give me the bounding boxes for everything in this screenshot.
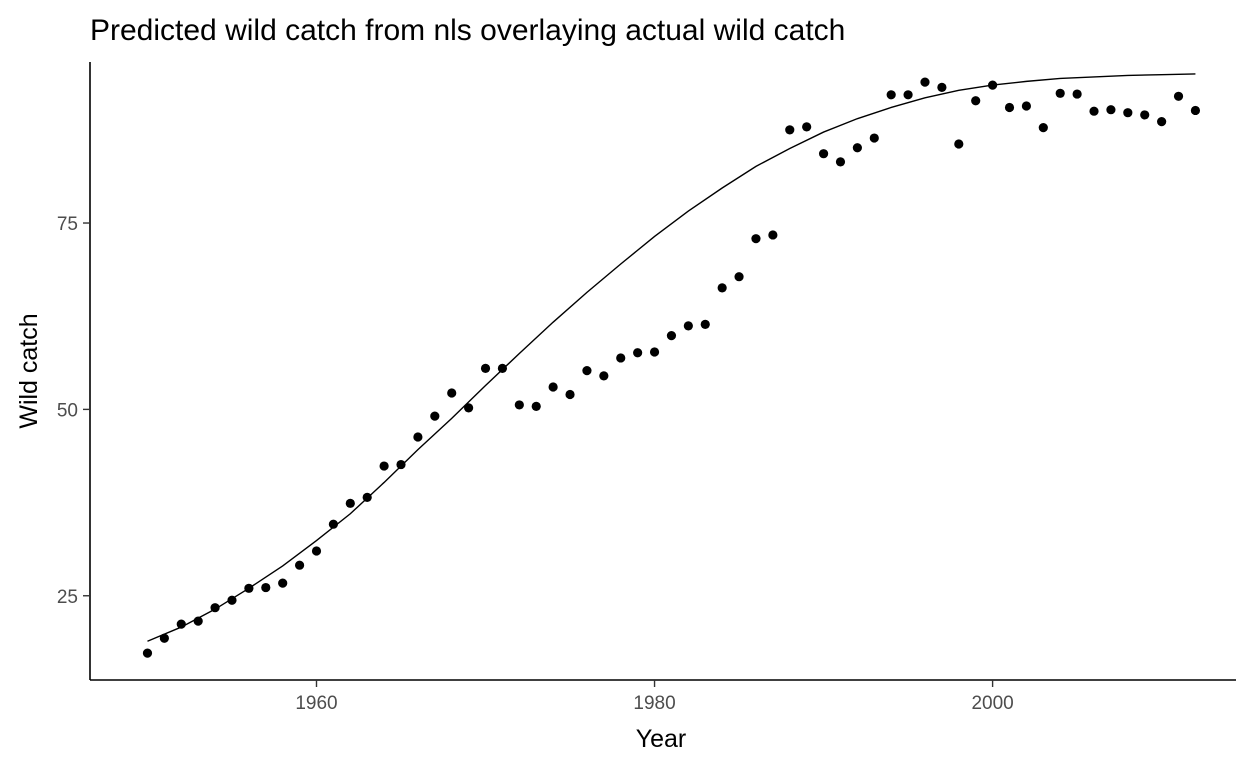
y-tick-label: 50 (57, 400, 78, 421)
data-point (633, 348, 643, 358)
y-ticks: 25 50 75 (57, 214, 90, 608)
x-ticks: 1960 1980 2000 (295, 680, 1014, 714)
data-point (464, 403, 474, 413)
data-point (1038, 123, 1048, 133)
data-point (582, 366, 592, 376)
chart-title: Predicted wild catch from nls overlaying… (90, 14, 845, 47)
data-point (1140, 110, 1150, 120)
data-point (886, 90, 896, 100)
data-point (1004, 102, 1015, 113)
data-point (278, 578, 288, 588)
data-point (345, 498, 355, 508)
data-point (413, 432, 423, 442)
x-tick-label: 1960 (295, 693, 337, 714)
data-point (261, 582, 271, 593)
data-point (1021, 101, 1032, 111)
data-point (430, 411, 440, 421)
data-point (869, 133, 879, 143)
data-point (379, 461, 389, 471)
data-point (227, 595, 237, 605)
data-point (666, 330, 677, 341)
data-point (159, 633, 169, 643)
data-point (751, 234, 761, 244)
y-axis-title: Wild catch (15, 313, 43, 428)
data-point (937, 82, 947, 92)
data-point (531, 401, 541, 412)
data-point (988, 80, 998, 90)
observed-points (142, 77, 1201, 658)
data-point (920, 77, 930, 87)
data-point (294, 560, 305, 570)
data-point (734, 272, 744, 282)
data-point (396, 459, 406, 470)
data-point (1089, 106, 1099, 116)
predicted-line (147, 73, 1196, 642)
data-point (1055, 88, 1065, 98)
data-point (1123, 108, 1133, 118)
y-tick-label: 75 (57, 214, 78, 235)
data-point (1072, 89, 1082, 99)
data-point (852, 143, 862, 153)
data-point (480, 363, 491, 373)
data-point (176, 619, 186, 629)
data-point (802, 122, 812, 132)
data-point (903, 90, 913, 100)
x-tick-label: 2000 (971, 693, 1013, 714)
data-point (244, 583, 254, 593)
data-point (785, 125, 795, 135)
data-point (328, 519, 338, 529)
data-point (954, 139, 964, 149)
data-point (768, 230, 778, 240)
data-point (362, 492, 372, 502)
data-point (514, 400, 524, 410)
data-point (835, 157, 846, 167)
x-axis-title: Year (636, 725, 687, 753)
data-point (818, 149, 829, 159)
y-tick-label: 25 (57, 587, 78, 608)
data-point (616, 353, 626, 363)
data-point (1157, 117, 1167, 127)
data-point (1106, 105, 1116, 115)
data-point (311, 546, 322, 556)
data-point (599, 371, 609, 381)
data-point (1173, 91, 1184, 101)
data-point (971, 96, 981, 106)
x-tick-label: 1980 (633, 693, 675, 714)
data-point (565, 389, 575, 400)
data-point (210, 603, 220, 613)
data-point (717, 283, 727, 293)
data-point (447, 388, 457, 398)
data-point (497, 363, 508, 373)
data-point (548, 382, 558, 392)
data-point (193, 616, 203, 626)
data-point (700, 319, 710, 330)
data-point (649, 347, 660, 357)
data-point (1190, 105, 1201, 116)
data-point (142, 648, 153, 658)
data-point (683, 321, 693, 331)
